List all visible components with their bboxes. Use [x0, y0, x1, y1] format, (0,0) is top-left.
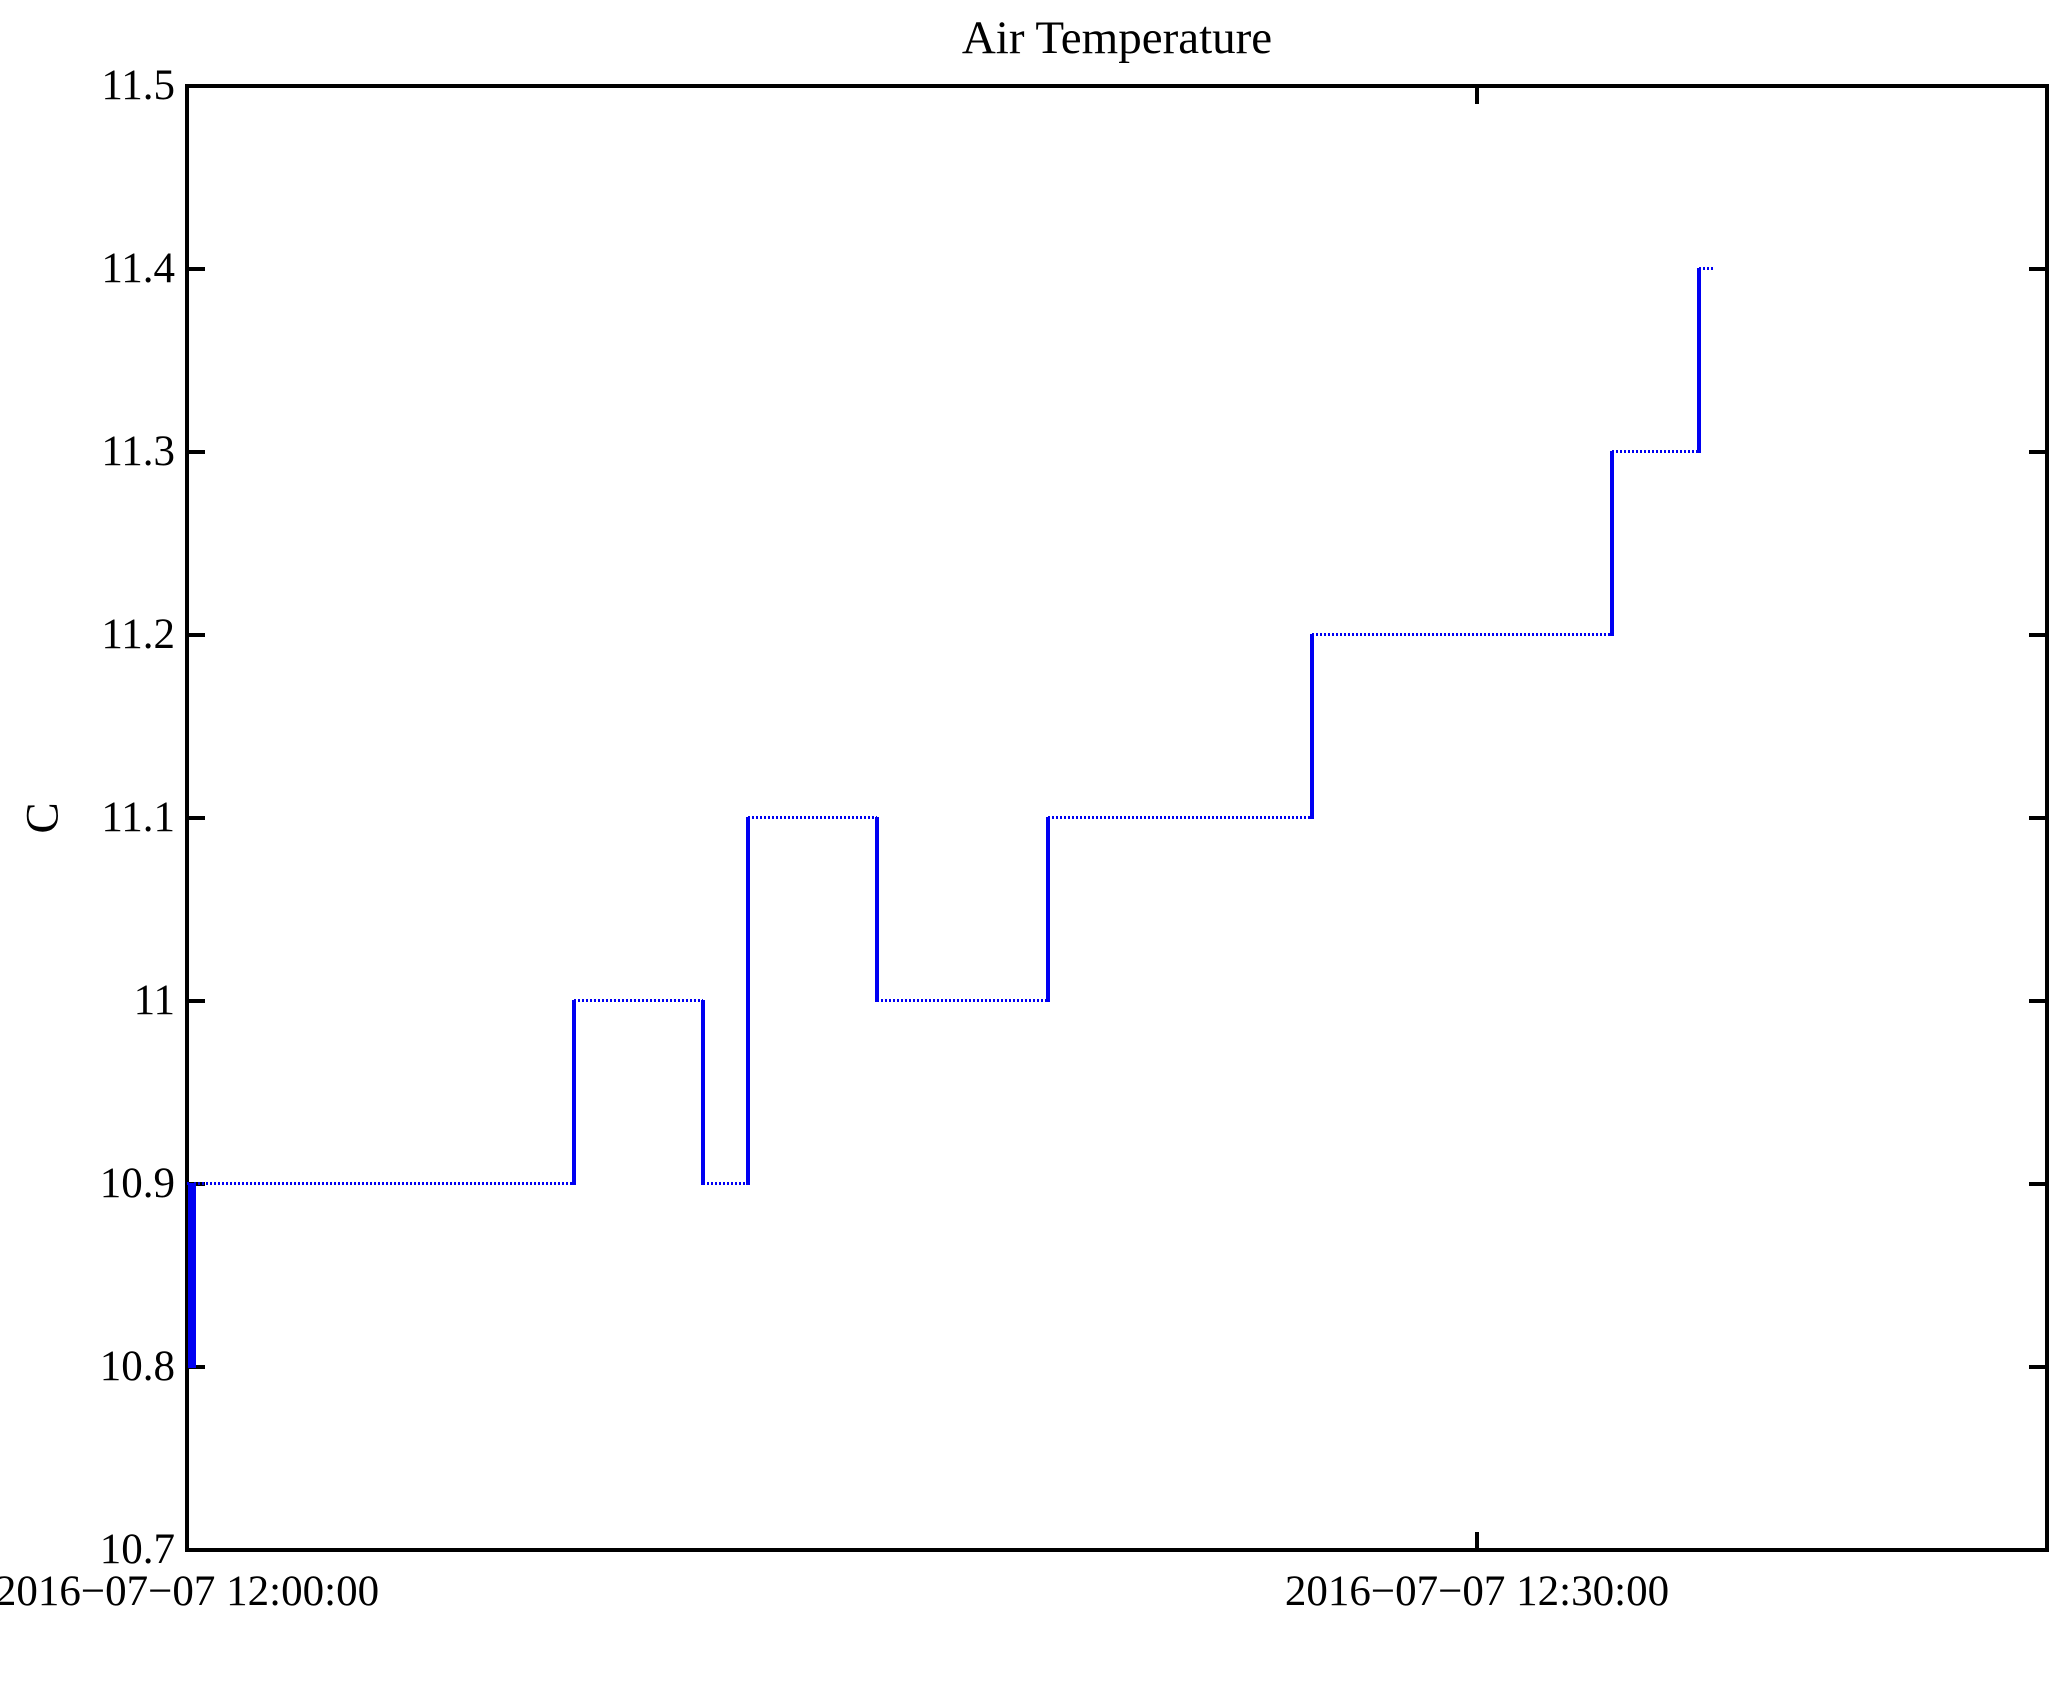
y-tick-label: 11 — [133, 977, 175, 1024]
step-line-vertical-segment — [572, 1000, 576, 1185]
step-line-vertical-segment — [188, 1183, 192, 1368]
y-tick-right — [2029, 267, 2049, 271]
y-tick-right — [2029, 816, 2049, 820]
step-line-vertical-segment — [875, 817, 880, 1002]
x-tick-bottom — [185, 1532, 189, 1552]
y-tick-label: 11.1 — [101, 794, 175, 841]
y-tick-left — [185, 999, 205, 1003]
y-tick-left — [185, 1548, 205, 1552]
y-tick-right — [2029, 999, 2049, 1003]
chart-title: Air Temperature — [961, 12, 1273, 64]
y-tick-right — [2029, 450, 2049, 454]
step-line-horizontal-segment — [574, 999, 703, 1002]
step-line-horizontal-segment — [1311, 633, 1612, 636]
y-tick-label: 11.2 — [101, 611, 175, 658]
x-tick-bottom — [1475, 1532, 1479, 1552]
step-line-horizontal-segment — [1698, 267, 1714, 270]
y-tick-right — [2029, 84, 2049, 88]
x-tick-top — [185, 84, 189, 104]
y-tick-right — [2029, 633, 2049, 637]
step-line-horizontal-segment — [703, 1182, 749, 1185]
step-line-vertical-segment — [701, 1000, 705, 1185]
step-line-vertical-segment — [746, 817, 751, 1185]
step-line-horizontal-segment — [748, 816, 878, 819]
y-tick-label: 11.3 — [101, 428, 175, 475]
y-tick-right — [2029, 1548, 2049, 1552]
x-tick-label: 2016−07−07 12:00:00 — [0, 1568, 380, 1615]
y-tick-left — [185, 633, 205, 637]
step-line-horizontal-segment — [1047, 816, 1312, 819]
y-tick-label: 10.9 — [99, 1160, 175, 1207]
y-tick-label: 11.5 — [101, 62, 175, 109]
step-line-vertical-segment — [1309, 634, 1314, 819]
x-tick-top — [1475, 84, 1479, 104]
y-tick-left — [185, 816, 205, 820]
step-line-vertical-segment — [1696, 268, 1701, 453]
y-tick-right — [2029, 1182, 2049, 1186]
step-line-horizontal-segment — [193, 1182, 574, 1185]
step-line-vertical-segment — [1610, 451, 1615, 636]
step-line-horizontal-segment — [1612, 450, 1699, 453]
y-tick-left — [185, 450, 205, 454]
step-line-vertical-segment — [1045, 817, 1050, 1002]
y-tick-label: 11.4 — [101, 245, 175, 292]
step-line-vertical-segment — [191, 1183, 196, 1368]
y-tick-label: 10.7 — [99, 1526, 175, 1573]
x-tick-label: 2016−07−07 12:30:00 — [1284, 1568, 1670, 1615]
y-tick-left — [185, 84, 205, 88]
y-tick-right — [2029, 1365, 2049, 1369]
y-tick-left — [185, 267, 205, 271]
y-tick-label: 10.8 — [99, 1343, 175, 1390]
step-line-horizontal-segment — [877, 999, 1048, 1002]
